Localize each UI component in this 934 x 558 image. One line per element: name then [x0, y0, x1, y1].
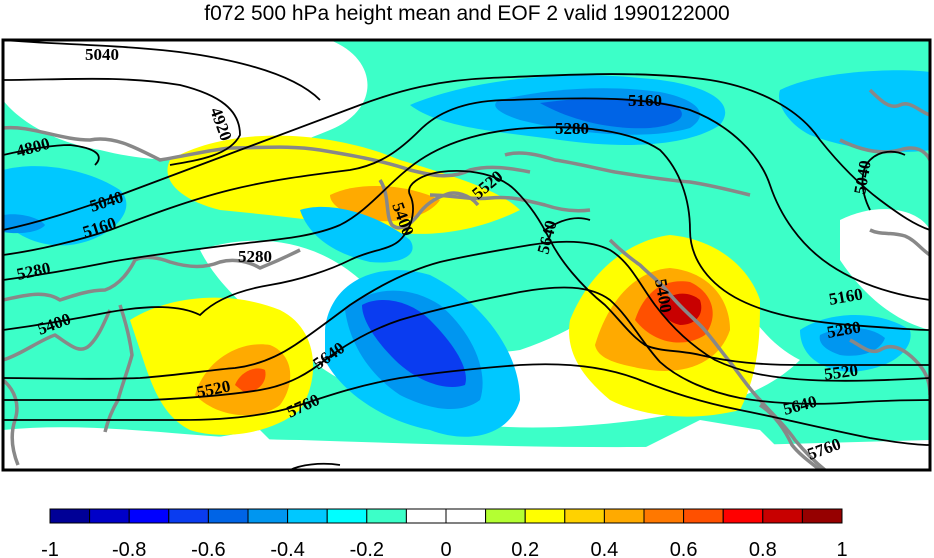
anomaly-red-southwest — [235, 368, 266, 393]
coastline-japan — [103, 304, 134, 433]
contour-5280-west — [3, 126, 930, 331]
coastline-north-asia — [3, 125, 531, 178]
contour-5520 — [3, 240, 930, 382]
colorbar-swatch — [366, 508, 407, 524]
contour-5760 — [3, 363, 930, 446]
map-frame — [1, 38, 932, 472]
contour-5400-west — [3, 169, 930, 366]
colorbar: -1 -0.8 -0.6 -0.4 -0.2 0 0.2 0.4 0.6 0.8 1 — [41, 508, 848, 558]
map-title: f072 500 hPa height mean and EOF 2 valid… — [204, 2, 730, 25]
field-white-east — [840, 209, 930, 330]
colorbar-swatch — [683, 508, 724, 524]
colorbar-swatch — [326, 508, 368, 524]
contour-4800 — [3, 144, 100, 166]
contour-4920 — [3, 77, 241, 166]
colorbar-swatch — [485, 508, 526, 524]
colorbar-swatch — [287, 508, 328, 524]
coastline-na-west — [608, 238, 827, 470]
coastline-greenland — [839, 138, 930, 161]
anomaly-cyan-northeast — [779, 70, 930, 152]
coastline-mexico — [759, 403, 822, 470]
colorbar-swatch — [445, 508, 487, 524]
contour-5040-east — [861, 150, 906, 211]
anomaly-yellow-north — [167, 135, 520, 234]
colorbar-swatch — [49, 508, 91, 524]
colorbar-swatch — [762, 508, 803, 524]
field-white-south — [3, 427, 930, 470]
colorbar-tick-label: 0.2 — [511, 539, 539, 558]
coastline-great-lakes — [869, 228, 930, 257]
coastline-asia-coast — [3, 309, 112, 362]
colorbar-swatch — [247, 508, 289, 524]
contour-5640-north — [544, 217, 591, 231]
contour-label: 5520 — [823, 360, 859, 384]
coastlines — [3, 88, 930, 470]
colorbar-swatch — [128, 508, 170, 524]
colorbar-tick-label: 0.8 — [749, 539, 777, 558]
contour-5040-nw — [3, 40, 321, 101]
contour-label: 5280 — [238, 247, 272, 266]
contour-5640 — [3, 286, 930, 405]
contour-label: 5040 — [85, 45, 119, 64]
colorbar-tick-label: -0.6 — [191, 539, 225, 558]
contour-label: 5160 — [628, 91, 662, 110]
colorbar-swatch — [168, 508, 209, 524]
colorbar-swatch — [643, 508, 685, 524]
coastline-alaska — [504, 151, 751, 197]
colorbar-swatch — [564, 508, 605, 524]
contour-5160-west — [3, 97, 930, 301]
contour-label: 5280 — [555, 119, 589, 138]
colorbar-tick-label: -1 — [41, 539, 59, 558]
colorbar-tick-label: 0.4 — [590, 539, 618, 558]
colorbar-tick-label: 0.6 — [670, 539, 698, 558]
colorbar-swatch — [405, 508, 447, 524]
colorbar-tick-label: -0.2 — [350, 539, 384, 558]
contour-5040-west — [3, 73, 930, 231]
colorbar-tick-label: -0.4 — [270, 539, 304, 558]
coastline-hudson — [868, 88, 930, 117]
coastline-kamchatka — [378, 179, 480, 230]
field-white-nw — [3, 40, 368, 161]
colorbar-swatch — [207, 508, 249, 524]
coastline-asia-east — [3, 248, 301, 302]
anomaly-darkblue-center — [362, 300, 466, 388]
colorbar-tick-label: 0 — [440, 539, 451, 558]
colorbar-swatch — [722, 508, 764, 524]
height-contours — [3, 40, 930, 470]
coastline-east-coast — [849, 338, 930, 396]
colorbar-swatch — [801, 508, 843, 524]
anomaly-darkblue-north — [540, 97, 682, 129]
colorbar-swatch — [524, 508, 566, 524]
colorbar-tick-label: 1 — [836, 539, 847, 558]
colorbar-swatch — [603, 508, 645, 524]
colorbar-swatch — [89, 508, 130, 524]
coastline-aleutians — [429, 193, 591, 213]
colorbar-tick-label: -0.8 — [112, 539, 146, 558]
